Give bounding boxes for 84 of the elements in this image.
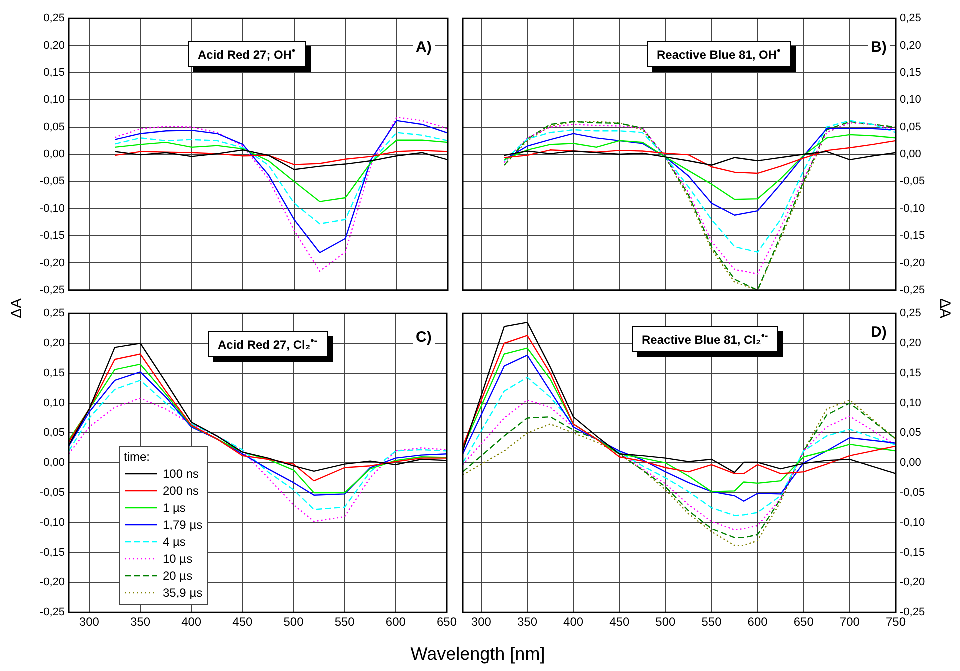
y-tick-label: -0,15	[900, 230, 926, 242]
x-tick-label: 500	[656, 615, 676, 630]
x-tick-label: 400	[182, 615, 202, 630]
y-tick-label: 0,15	[44, 367, 65, 380]
legend-label: 20 µs	[163, 568, 193, 582]
line-series	[69, 398, 447, 522]
y-tick-label: 0,20	[44, 338, 65, 350]
y-tick-label: -0,20	[900, 576, 926, 589]
y-axis-title: ΔA	[8, 297, 26, 321]
y-tick-label: -0,20	[900, 257, 926, 270]
x-tick-label: 550	[702, 615, 722, 630]
y-tick-label: 0,00	[44, 457, 65, 470]
annotation: B)	[868, 39, 890, 56]
y-tick-label: 0,15	[900, 66, 922, 79]
y-tick-label: -0,10	[900, 516, 926, 529]
legend-label: 35,9 µs	[163, 586, 203, 600]
y-tick-label: 0,10	[44, 397, 65, 410]
y-tick-label: -0,05	[40, 487, 65, 500]
annotation: C)	[413, 329, 435, 346]
y-tick-label: 0,20	[900, 40, 922, 52]
legend-label: 1 µs	[163, 500, 186, 514]
y-tick-label: -0,25	[40, 284, 65, 296]
y-tick-label: 0,20	[44, 40, 65, 52]
y-tick-label: -0,15	[900, 546, 926, 559]
y-tick-label: 0,05	[900, 427, 922, 440]
y-tick-label: 0,15	[900, 367, 922, 380]
annotation: D)	[868, 324, 890, 341]
x-tick-label: 350	[517, 615, 538, 630]
line-series	[504, 120, 896, 253]
annotation: Acid Red 27, Cl₂$^{•-}$	[208, 331, 328, 357]
y-tick-label: -0,05	[900, 176, 926, 188]
x-axis-title: Wavelength [nm]	[410, 644, 546, 665]
legend-label: 1,79 µs	[163, 518, 203, 532]
x-tick-label: 400	[564, 615, 584, 630]
legend-title: time:	[124, 450, 152, 464]
line-series	[114, 132, 448, 225]
y-tick-label: 0,00	[900, 148, 922, 161]
y-tick-label: 0,10	[44, 94, 65, 106]
x-tick-label: 500	[284, 615, 304, 630]
y-tick-label: 0,10	[900, 94, 922, 106]
annotation: Reactive Blue 81, Cl₂$^{•-}$	[632, 326, 778, 352]
y-tick-label: 0,25	[900, 12, 922, 25]
x-tick-label: 350	[130, 615, 151, 630]
y-tick-label: 0,05	[44, 427, 65, 440]
x-tick-label: 300	[471, 615, 492, 630]
y-tick-label: -0,10	[40, 516, 65, 529]
y-tick-label: 0,05	[44, 121, 65, 134]
annotation: A)	[413, 39, 435, 56]
annotation: Reactive Blue 81, OH$^{•}$	[647, 41, 791, 67]
y-tick-label: -0,25	[900, 284, 926, 296]
y-tick-label: -0,15	[40, 546, 65, 559]
x-tick-label: 300	[79, 615, 100, 630]
legend-label: 100 ns	[163, 466, 200, 480]
y-tick-label: 0,15	[44, 66, 65, 79]
x-tick-label: 600	[386, 615, 406, 630]
y-tick-label: -0,10	[40, 202, 65, 215]
y-tick-label: 0,10	[900, 397, 922, 410]
legend-label: 4 µs	[163, 534, 186, 548]
y-tick-label: -0,05	[40, 176, 65, 188]
y-axis-title: ΔA	[936, 297, 954, 321]
x-tick-label: 450	[232, 615, 254, 630]
y-tick-label: 0,00	[900, 457, 922, 470]
x-tick-label: 600	[748, 615, 768, 630]
x-tick-label: 700	[840, 615, 860, 630]
annotation: Acid Red 27; OH$^{•}$	[188, 41, 306, 67]
line-series	[463, 376, 896, 516]
legend-label: 200 ns	[163, 484, 200, 498]
y-tick-label: -0,10	[900, 202, 926, 215]
y-tick-label: -0,20	[40, 257, 65, 270]
y-tick-label: -0,25	[40, 606, 65, 619]
y-tick-label: 0,20	[900, 338, 922, 350]
y-tick-label: 0,25	[900, 308, 922, 320]
y-tick-label: -0,05	[900, 487, 926, 500]
x-tick-label: 550	[334, 615, 356, 630]
legend-label: 10 µs	[163, 552, 193, 566]
y-tick-label: -0,20	[40, 576, 65, 589]
y-tick-label: -0,15	[40, 230, 65, 242]
x-tick-label: 450	[610, 615, 630, 630]
y-tick-label: 0,25	[44, 308, 65, 320]
y-tick-label: 0,25	[44, 12, 65, 25]
x-tick-label: 650	[794, 615, 814, 630]
y-tick-label: 0,05	[900, 121, 922, 134]
y-tick-label: 0,00	[44, 148, 65, 161]
x-tick-label: 650	[436, 615, 458, 630]
